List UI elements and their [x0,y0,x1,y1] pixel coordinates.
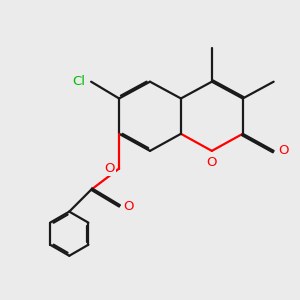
Text: O: O [104,162,115,175]
Text: O: O [207,156,217,169]
Text: O: O [278,144,288,158]
Text: Cl: Cl [72,75,85,88]
Text: O: O [123,200,134,213]
